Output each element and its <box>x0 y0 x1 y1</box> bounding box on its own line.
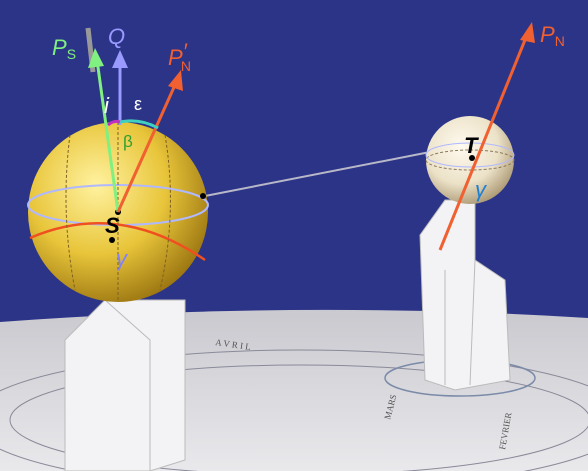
obliquity-arc <box>119 119 159 130</box>
pedestal-edge <box>444 259 476 386</box>
node-point <box>200 193 206 199</box>
gamma-point <box>109 237 115 243</box>
label: ε <box>134 94 142 114</box>
label: γ <box>475 177 488 202</box>
arrow-head <box>112 50 128 68</box>
label: P′ N <box>168 39 191 74</box>
earth-center <box>469 155 475 161</box>
label-sub: N <box>181 58 191 74</box>
inclination-arc <box>107 119 121 127</box>
label: β <box>123 132 133 151</box>
label-sub: N <box>555 33 565 49</box>
earth-pole-axis <box>438 34 529 251</box>
label-prime: ′ <box>183 39 188 64</box>
label: T <box>464 133 479 158</box>
ecliptic <box>425 142 515 168</box>
arrow-head <box>520 22 535 43</box>
label: PN <box>540 22 565 49</box>
label: γ <box>116 246 129 271</box>
label: Q <box>108 24 125 49</box>
label: i <box>104 93 110 118</box>
arrow-head <box>168 70 183 91</box>
sun-earth-line <box>204 151 431 197</box>
dial-ring <box>9 364 588 471</box>
arrow-head <box>88 48 104 68</box>
label-sub: S <box>67 46 76 62</box>
label-main: P <box>540 22 555 47</box>
sun-pole-axis <box>95 59 120 213</box>
earth-pole-axis-at-sun <box>116 84 177 213</box>
sun-pedestal <box>64 299 186 471</box>
label-main: P <box>52 35 67 60</box>
table-text: A V R I L <box>215 337 252 352</box>
label: PS <box>52 35 76 62</box>
label-main: P <box>168 45 183 70</box>
pedestal-edge <box>104 299 151 471</box>
dial-ring <box>0 349 588 471</box>
label: S <box>105 213 120 238</box>
equator <box>425 149 515 171</box>
